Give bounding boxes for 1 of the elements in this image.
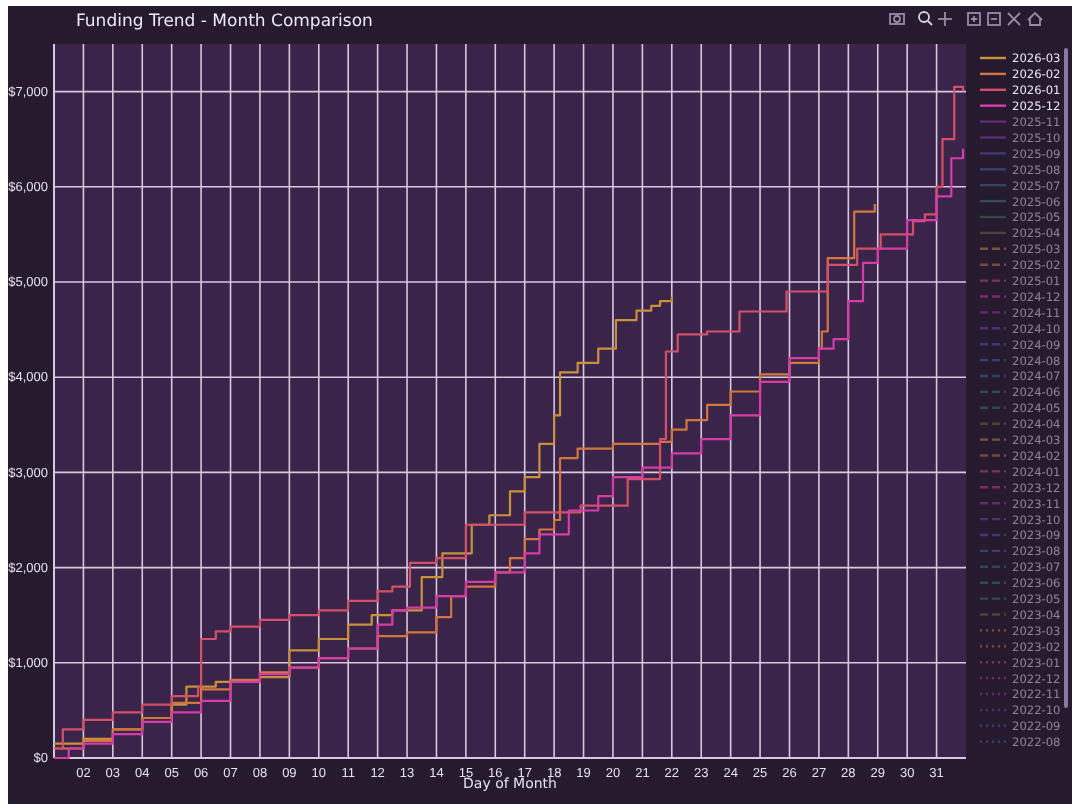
chart-title: Funding Trend - Month Comparison xyxy=(76,12,373,32)
